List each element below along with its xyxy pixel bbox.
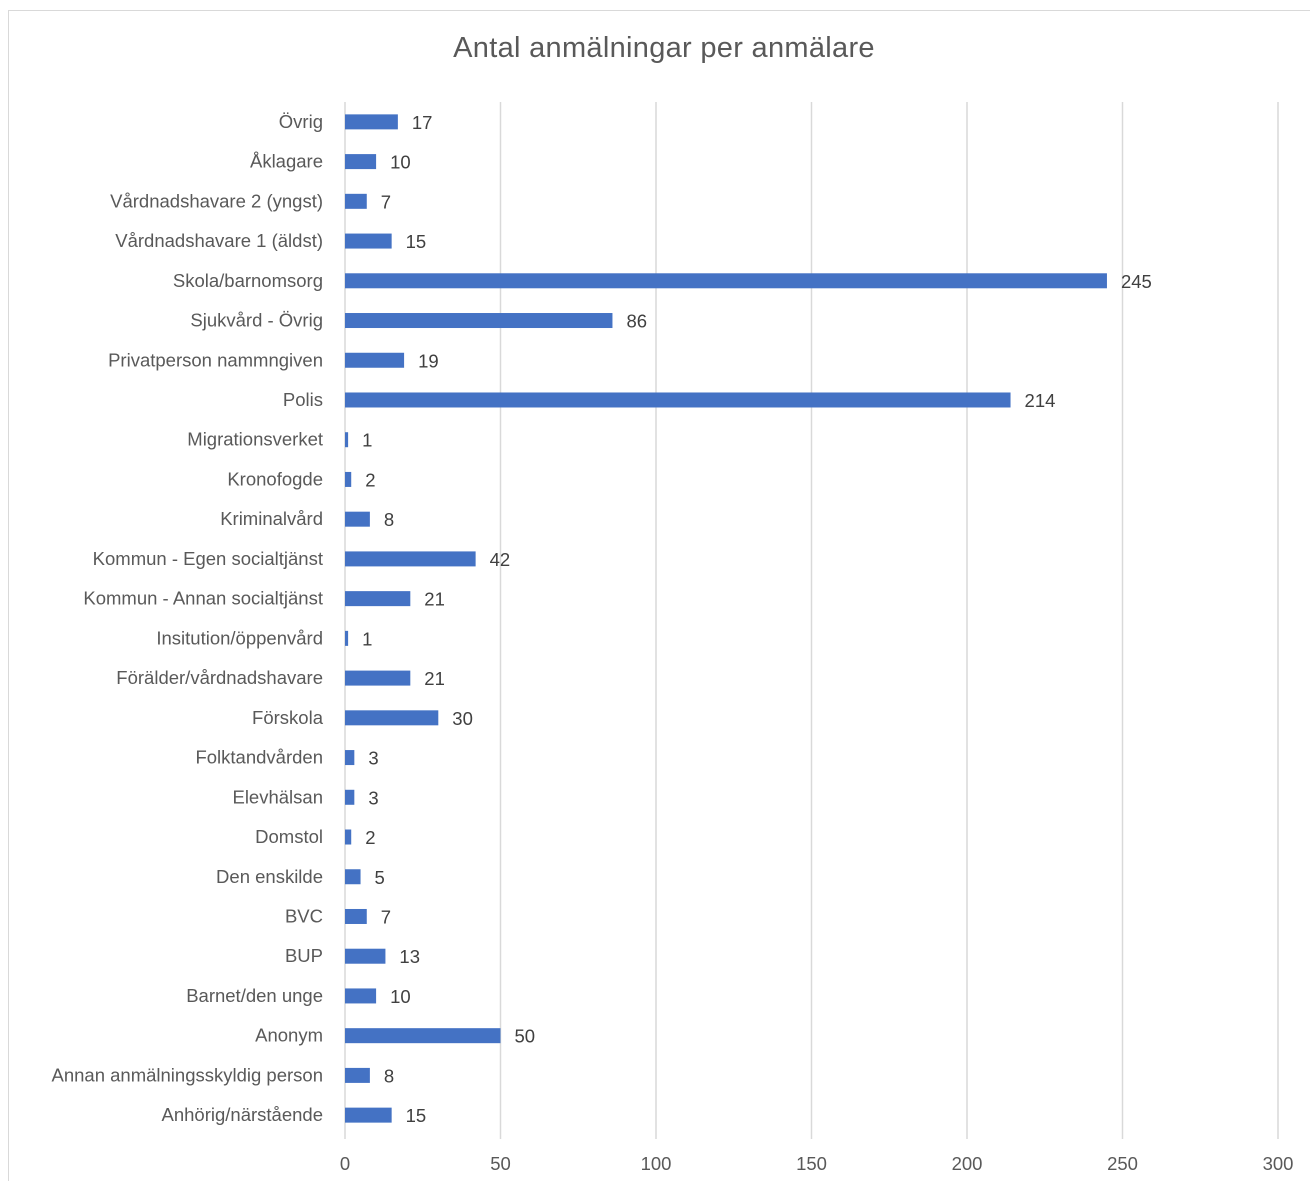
x-tick-label: 200 xyxy=(952,1153,983,1174)
x-tick-label: 250 xyxy=(1107,1153,1138,1174)
data-label: 13 xyxy=(399,946,420,967)
data-label: 15 xyxy=(406,231,427,252)
bar xyxy=(345,273,1107,289)
bar xyxy=(345,233,392,249)
category-label: Folktandvården xyxy=(195,747,323,768)
category-label: Övrig xyxy=(279,111,323,132)
category-label: Privatperson nammngiven xyxy=(108,349,323,370)
category-label: Barnet/den unge xyxy=(186,985,323,1006)
category-label: Polis xyxy=(283,389,323,410)
data-label: 2 xyxy=(365,469,375,490)
bar xyxy=(345,630,349,646)
data-label: 1 xyxy=(362,430,372,451)
category-label: Anhörig/närstående xyxy=(162,1104,323,1125)
data-label: 214 xyxy=(1025,390,1056,411)
data-label: 8 xyxy=(384,1065,394,1086)
data-label: 21 xyxy=(424,589,445,610)
category-label: Elevhälsan xyxy=(232,786,323,807)
x-tick-label: 150 xyxy=(796,1153,827,1174)
x-tick-labels: 0 50 100 150 200 250 300 xyxy=(340,1153,1294,1174)
data-label: 5 xyxy=(375,867,385,888)
bar xyxy=(345,551,476,567)
bar xyxy=(345,670,411,686)
data-label: 42 xyxy=(490,549,511,570)
bars xyxy=(345,114,1107,1123)
category-label: Kommun - Egen socialtjänst xyxy=(93,548,323,569)
bar xyxy=(345,352,405,368)
bar xyxy=(345,988,377,1004)
data-label: 8 xyxy=(384,509,394,530)
data-label: 3 xyxy=(368,748,378,769)
bar xyxy=(345,1028,501,1044)
bar xyxy=(345,313,613,329)
category-label: Förälder/vårdnadshavare xyxy=(116,667,323,688)
data-label: 15 xyxy=(406,1105,427,1126)
bar xyxy=(345,392,1011,408)
category-label: Anonym xyxy=(255,1025,323,1046)
bar xyxy=(345,1107,392,1123)
bar xyxy=(345,471,352,487)
category-label: Sjukvård - Övrig xyxy=(190,310,323,331)
bar xyxy=(345,511,370,527)
data-label: 21 xyxy=(424,668,445,689)
bar xyxy=(345,591,411,607)
bar xyxy=(345,789,355,805)
bar xyxy=(345,829,352,845)
category-label: Kronofogde xyxy=(227,468,323,489)
data-label: 7 xyxy=(381,906,391,927)
data-label: 2 xyxy=(365,827,375,848)
x-tick-label: 0 xyxy=(340,1153,350,1174)
category-label: Den enskilde xyxy=(216,866,323,887)
bar xyxy=(345,114,398,130)
gridlines xyxy=(344,102,1279,1139)
bar xyxy=(345,750,355,766)
data-labels: 1710715245861921412842211213033257131050… xyxy=(362,112,1152,1126)
bar xyxy=(345,869,361,885)
x-tick-label: 300 xyxy=(1263,1153,1294,1174)
data-label: 17 xyxy=(412,112,433,133)
chart-title: Antal anmälningar per anmälare xyxy=(453,32,875,64)
chart-frame xyxy=(8,10,1310,1181)
bar xyxy=(345,710,439,726)
x-tick-label: 50 xyxy=(490,1153,511,1174)
category-label: Skola/barnomsorg xyxy=(173,270,323,291)
category-label: Annan anmälningsskyldig person xyxy=(51,1064,323,1085)
data-label: 10 xyxy=(390,986,411,1007)
data-label: 10 xyxy=(390,152,411,173)
category-labels: Övrig Åklagare Vårdnadshavare 2 (yngst) Vår… xyxy=(51,111,323,1125)
data-label: 50 xyxy=(515,1026,536,1047)
data-label: 1 xyxy=(362,628,372,649)
data-label: 3 xyxy=(368,787,378,808)
category-label: Åklagare xyxy=(250,151,323,172)
category-label: Domstol xyxy=(255,826,323,847)
category-label: Migrationsverket xyxy=(187,429,323,450)
category-label: BVC xyxy=(285,905,323,926)
data-label: 30 xyxy=(452,708,473,729)
data-label: 7 xyxy=(381,191,391,212)
category-label: Insitution/öppenvård xyxy=(156,627,323,648)
x-tick-label: 100 xyxy=(641,1153,672,1174)
category-label: Förskola xyxy=(252,707,324,728)
bar xyxy=(345,432,349,448)
bar xyxy=(345,1067,370,1083)
category-label: BUP xyxy=(285,945,323,966)
bar xyxy=(345,908,367,924)
category-label: Vårdnadshavare 1 (äldst) xyxy=(115,230,323,251)
category-label: Kommun - Annan socialtjänst xyxy=(83,588,323,609)
category-label: Kriminalvård xyxy=(220,508,323,529)
data-label: 19 xyxy=(418,350,439,371)
bar xyxy=(345,154,377,170)
category-label: Vårdnadshavare 2 (yngst) xyxy=(110,190,323,211)
data-label: 245 xyxy=(1121,271,1152,292)
bar xyxy=(345,193,367,209)
data-label: 86 xyxy=(626,311,647,332)
bar xyxy=(345,948,386,964)
